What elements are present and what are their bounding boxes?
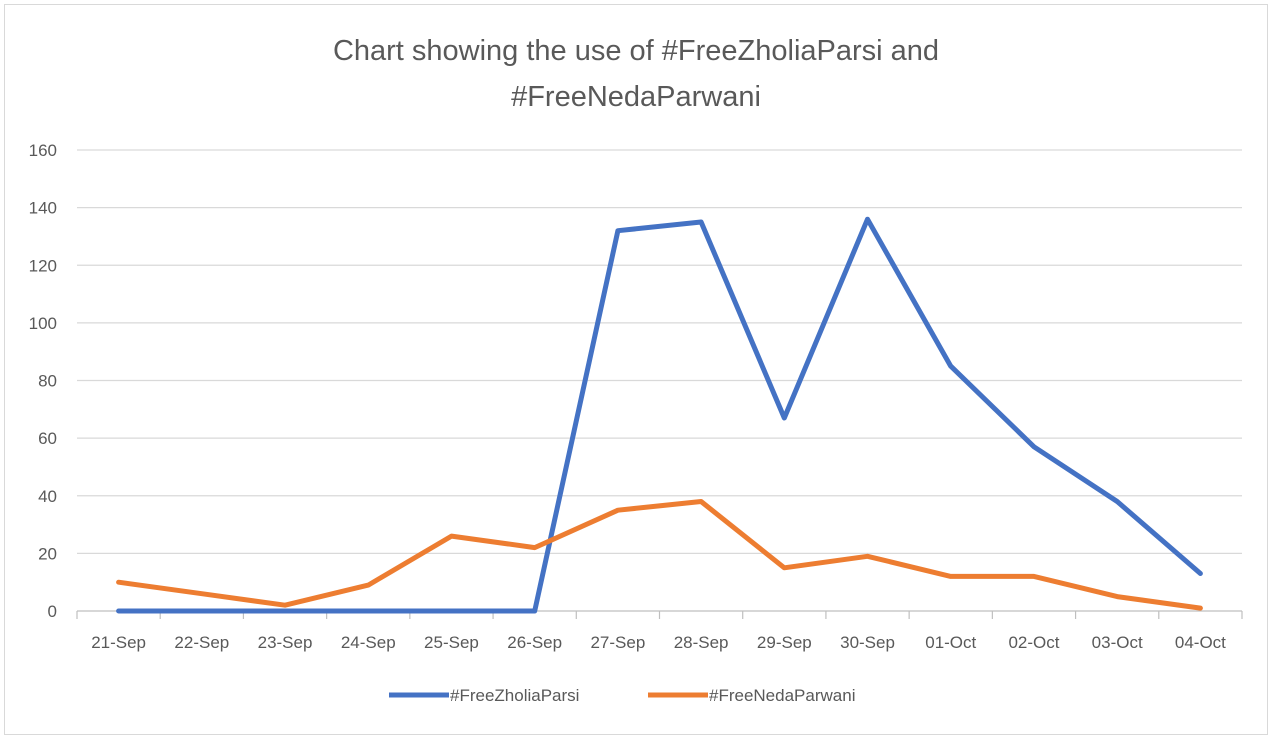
x-axis: 21-Sep 22-Sep 23-Sep 24-Sep 25-Sep 26-Sep 27-S… <box>76 610 1243 652</box>
y-tick-label: 120 <box>29 256 57 275</box>
legend-label: #FreeNedaParwani <box>709 686 855 705</box>
x-tick-label: 04-Oct <box>1175 633 1226 652</box>
legend: #FreeZholiaParsi #FreeNedaParwani <box>389 686 855 705</box>
y-tick-label: 160 <box>29 141 57 160</box>
x-tick-label: 25-Sep <box>424 633 479 652</box>
chart-title-line-1: Chart showing the use of #FreeZholiaPars… <box>333 35 939 67</box>
y-tick-label: 140 <box>29 199 57 218</box>
legend-label: #FreeZholiaParsi <box>450 686 579 705</box>
series-line-2 <box>116 499 1203 611</box>
x-tick-label: 23-Sep <box>258 633 313 652</box>
x-tick-label: 21-Sep <box>91 633 146 652</box>
x-tick-label: 24-Sep <box>341 633 396 652</box>
x-tick-label: 29-Sep <box>757 633 812 652</box>
x-tick-label: 27-Sep <box>590 633 645 652</box>
y-tick-label: 80 <box>38 372 57 391</box>
x-tick-label: 03-Oct <box>1092 633 1143 652</box>
x-tick-label: 01-Oct <box>925 633 976 652</box>
x-tick-label: 02-Oct <box>1008 633 1059 652</box>
series-line-1 <box>116 216 1203 614</box>
x-tick-label: 28-Sep <box>674 633 729 652</box>
y-axis-ticks: 0 20 40 60 80 100 120 140 160 <box>29 141 57 621</box>
chart-title: Chart showing the use of #FreeZholiaPars… <box>333 35 939 113</box>
chart-title-line-2: #FreeNedaParwani <box>511 81 761 113</box>
series-lines <box>116 216 1203 614</box>
gridlines <box>77 149 1242 554</box>
x-tick-label: 30-Sep <box>840 633 895 652</box>
x-tick-label: 26-Sep <box>507 633 562 652</box>
y-tick-label: 100 <box>29 314 57 333</box>
y-tick-label: 40 <box>38 487 57 506</box>
y-tick-label: 0 <box>48 602 57 621</box>
x-tick-label: 22-Sep <box>174 633 229 652</box>
y-tick-label: 60 <box>38 429 57 448</box>
y-tick-label: 20 <box>38 544 57 563</box>
